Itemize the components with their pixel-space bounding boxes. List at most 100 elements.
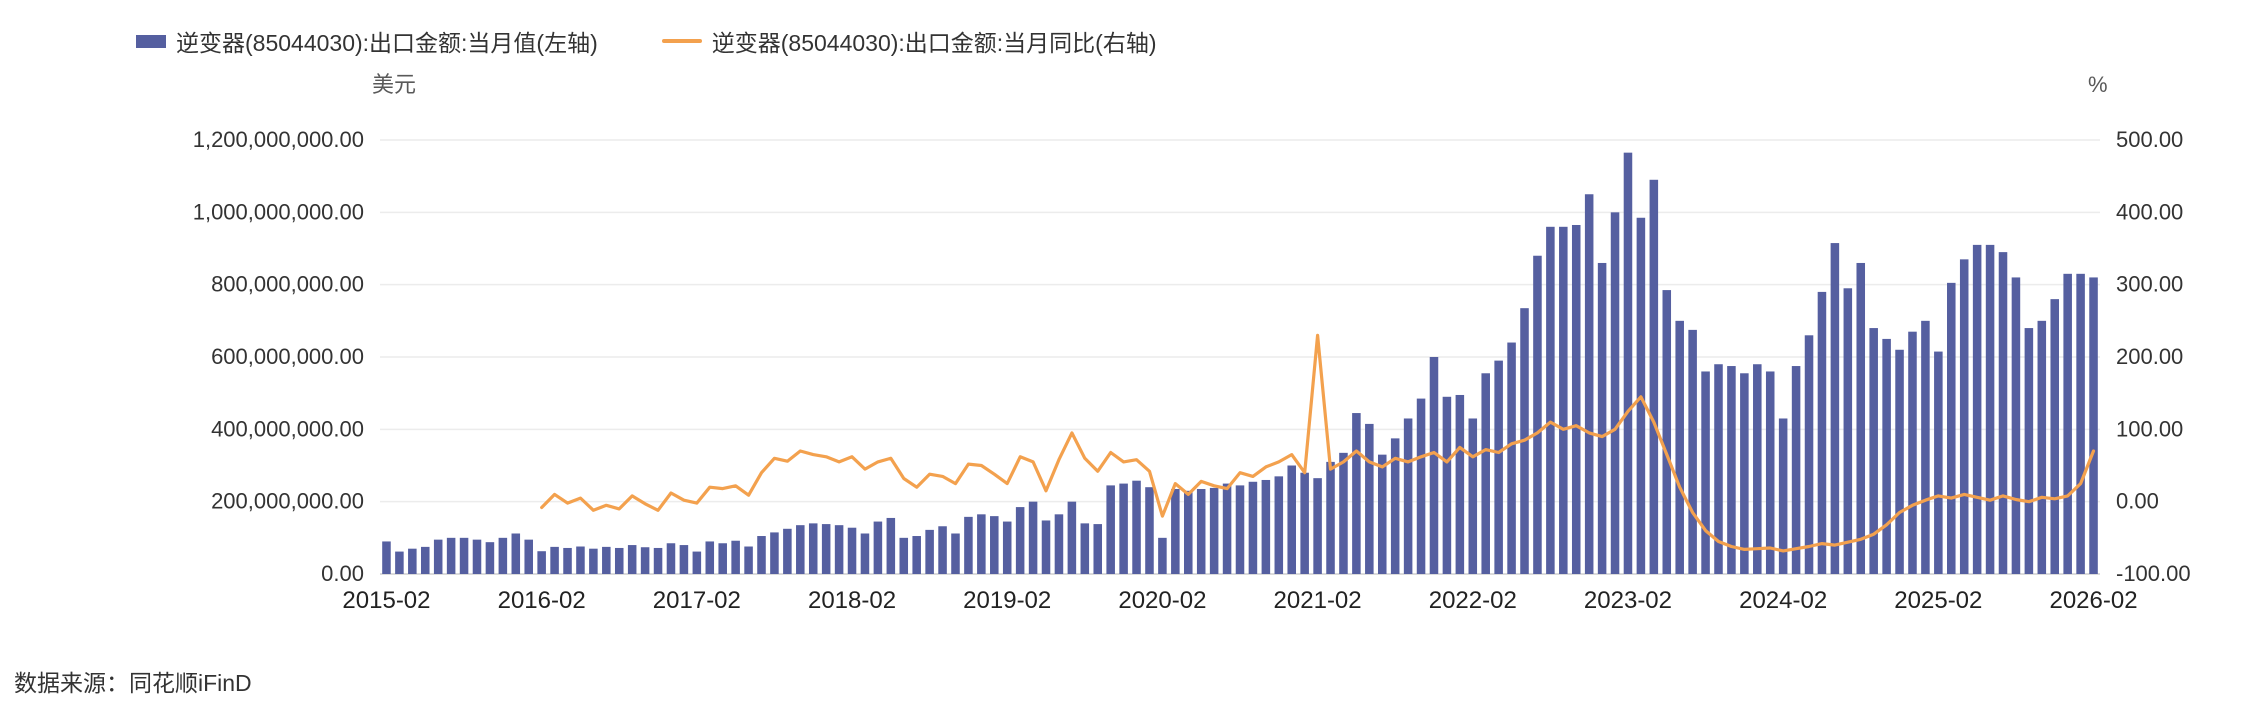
- bar-2021-04[interactable]: [1339, 452, 1348, 574]
- bar-2025-04[interactable]: [1959, 259, 1969, 574]
- bar-2018-09[interactable]: [938, 526, 947, 574]
- bar-2024-05[interactable]: [1817, 291, 1827, 574]
- legend-item-line-series[interactable]: 逆变器(85044030):出口金额:当月同比(右轴): [661, 24, 1157, 58]
- bar-2022-03[interactable]: [1481, 373, 1490, 574]
- bar-2015-03[interactable]: [395, 551, 404, 574]
- bar-2024-03[interactable]: [1791, 366, 1801, 574]
- bar-2023-12[interactable]: [1753, 364, 1762, 574]
- bar-2019-05[interactable]: [1041, 520, 1051, 574]
- bar-2019-04[interactable]: [1028, 501, 1038, 574]
- bar-2017-06[interactable]: [744, 546, 753, 574]
- bar-2015-09[interactable]: [472, 539, 482, 574]
- bar-2022-05[interactable]: [1507, 342, 1516, 574]
- bar-2015-11[interactable]: [498, 537, 508, 574]
- bar-2024-04[interactable]: [1804, 335, 1814, 574]
- bar-2016-04[interactable]: [563, 547, 572, 574]
- bar-2020-09[interactable]: [1248, 481, 1258, 574]
- bar-2023-05[interactable]: [1662, 290, 1672, 574]
- bar-2020-11[interactable]: [1274, 476, 1284, 574]
- bar-2018-06[interactable]: [899, 537, 909, 574]
- bar-2016-05[interactable]: [576, 546, 585, 574]
- bar-2018-01[interactable]: [834, 525, 844, 574]
- bar-2024-12[interactable]: [1908, 331, 1917, 574]
- bar-2015-02[interactable]: [382, 541, 391, 574]
- bar-2015-06[interactable]: [433, 539, 443, 574]
- bar-2019-09[interactable]: [1093, 524, 1103, 574]
- bar-2022-04[interactable]: [1494, 360, 1503, 574]
- bar-2017-04[interactable]: [718, 543, 727, 574]
- bar-2020-08[interactable]: [1235, 485, 1245, 574]
- yoy-line[interactable]: [540, 333, 2096, 553]
- bar-2019-11[interactable]: [1119, 483, 1128, 574]
- bar-2018-10[interactable]: [951, 533, 960, 574]
- bar-2015-08[interactable]: [459, 537, 469, 574]
- bar-2021-01[interactable]: [1300, 472, 1309, 574]
- bar-2023-06[interactable]: [1675, 320, 1684, 574]
- bar-2020-05[interactable]: [1196, 489, 1206, 574]
- bar-2025-03[interactable]: [1947, 282, 1956, 574]
- bar-2021-10[interactable]: [1416, 398, 1426, 574]
- legend-item-bar-series[interactable]: 逆变器(85044030):出口金额:当月值(左轴): [136, 24, 598, 58]
- bar-2017-07[interactable]: [757, 536, 766, 574]
- bar-2025-08[interactable]: [2011, 277, 2021, 574]
- bar-2020-01[interactable]: [1145, 487, 1154, 574]
- bar-2018-12[interactable]: [977, 514, 986, 574]
- bar-2020-06[interactable]: [1209, 487, 1219, 574]
- bar-2023-11[interactable]: [1740, 373, 1749, 574]
- bar-2021-05[interactable]: [1352, 413, 1361, 574]
- bar-2015-12[interactable]: [511, 533, 521, 574]
- bar-2025-10[interactable]: [2037, 320, 2047, 574]
- bar-2026-02[interactable]: [2089, 277, 2098, 574]
- bar-2019-06[interactable]: [1054, 514, 1064, 574]
- bar-2021-11[interactable]: [1429, 357, 1439, 574]
- bar-2024-10[interactable]: [1882, 338, 1891, 574]
- bar-2021-09[interactable]: [1403, 418, 1413, 574]
- bar-2024-06[interactable]: [1830, 243, 1840, 574]
- bar-2016-08[interactable]: [614, 547, 624, 574]
- bar-2018-07[interactable]: [912, 536, 921, 574]
- bar-2022-11[interactable]: [1584, 194, 1594, 574]
- bar-2025-09[interactable]: [2024, 328, 2034, 574]
- bar-2024-07[interactable]: [1843, 288, 1853, 574]
- bar-2023-08[interactable]: [1701, 371, 1710, 574]
- bar-2022-12[interactable]: [1597, 262, 1607, 574]
- bar-2017-01[interactable]: [679, 545, 689, 574]
- bar-2019-12[interactable]: [1132, 480, 1141, 574]
- bar-2022-08[interactable]: [1546, 226, 1555, 575]
- bar-2025-02[interactable]: [1934, 351, 1943, 574]
- bar-2018-03[interactable]: [860, 533, 870, 574]
- bar-2020-10[interactable]: [1261, 479, 1271, 574]
- bar-2022-09[interactable]: [1559, 226, 1568, 575]
- bar-2016-03[interactable]: [550, 546, 559, 574]
- bar-2020-02[interactable]: [1158, 537, 1167, 574]
- bar-2016-10[interactable]: [640, 547, 650, 574]
- bar-2020-12[interactable]: [1287, 465, 1296, 575]
- bar-2018-08[interactable]: [925, 529, 934, 574]
- bar-2019-03[interactable]: [1015, 507, 1025, 574]
- bar-2025-12[interactable]: [2063, 273, 2072, 574]
- bar-2025-06[interactable]: [1985, 244, 1995, 574]
- bar-2022-01[interactable]: [1455, 394, 1465, 574]
- bar-2025-07[interactable]: [1998, 252, 2008, 574]
- bar-2023-07[interactable]: [1688, 329, 1697, 574]
- bar-2022-07[interactable]: [1533, 255, 1542, 574]
- bar-2025-05[interactable]: [1972, 244, 1982, 574]
- bar-2017-09[interactable]: [783, 528, 792, 574]
- bar-2021-06[interactable]: [1365, 423, 1374, 574]
- bar-2018-05[interactable]: [886, 517, 896, 574]
- bar-2023-04[interactable]: [1649, 179, 1659, 575]
- bar-2022-10[interactable]: [1571, 224, 1581, 574]
- bar-2024-08[interactable]: [1856, 262, 1866, 574]
- bar-2017-03[interactable]: [705, 541, 715, 574]
- bar-2021-08[interactable]: [1390, 438, 1400, 574]
- bar-2017-02[interactable]: [692, 551, 702, 574]
- bar-2016-09[interactable]: [627, 545, 637, 574]
- bar-2017-11[interactable]: [808, 523, 818, 574]
- bar-2023-01[interactable]: [1610, 212, 1620, 575]
- bar-2023-10[interactable]: [1727, 366, 1736, 574]
- bar-2021-12[interactable]: [1442, 396, 1452, 574]
- bar-2020-03[interactable]: [1171, 489, 1180, 574]
- bar-2026-01[interactable]: [2076, 273, 2085, 574]
- bar-2016-12[interactable]: [666, 543, 676, 574]
- bar-2021-02[interactable]: [1313, 478, 1322, 574]
